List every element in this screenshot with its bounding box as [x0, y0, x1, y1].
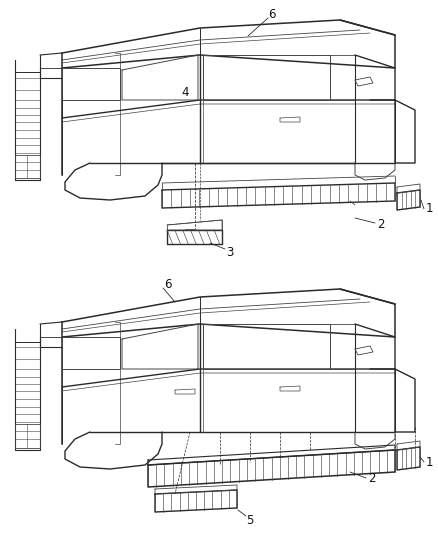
Text: 2: 2 — [368, 472, 376, 486]
Text: 4: 4 — [181, 85, 189, 99]
Text: 2: 2 — [377, 217, 385, 230]
Text: 1: 1 — [425, 203, 433, 215]
Text: 1: 1 — [425, 456, 433, 469]
Text: 5: 5 — [246, 513, 254, 527]
Text: 6: 6 — [164, 278, 172, 290]
Text: 3: 3 — [226, 246, 234, 260]
Text: 6: 6 — [268, 7, 276, 20]
